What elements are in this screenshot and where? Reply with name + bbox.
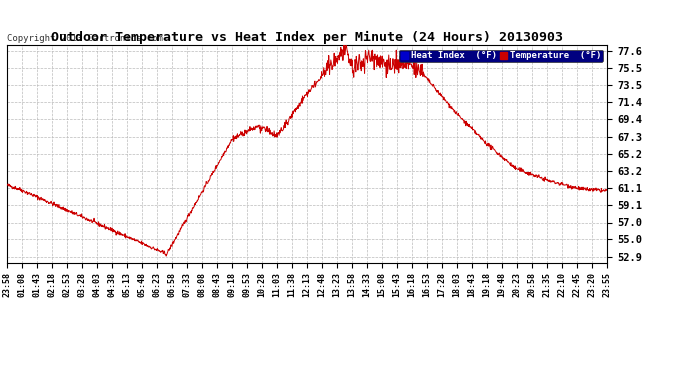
- Text: Copyright 2013 Cartronics.com: Copyright 2013 Cartronics.com: [7, 34, 163, 43]
- Legend: Heat Index  (°F), Temperature  (°F): Heat Index (°F), Temperature (°F): [399, 50, 602, 62]
- Title: Outdoor Temperature vs Heat Index per Minute (24 Hours) 20130903: Outdoor Temperature vs Heat Index per Mi…: [51, 31, 563, 44]
